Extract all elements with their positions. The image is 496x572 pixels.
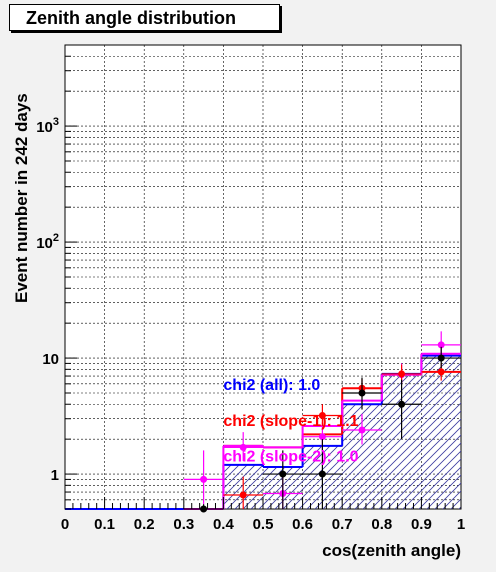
y-tick-label: 1 <box>51 467 59 484</box>
data-point <box>318 433 326 441</box>
x-tick-label: 0.9 <box>411 516 432 533</box>
hist-fill-all <box>65 355 461 509</box>
axes: 0 0.1 0.2 0.3 0.4 0.5 0.6 0.7 0.8 0.9 1 1 10 102 103 <box>36 44 465 533</box>
x-tick-label: 0.7 <box>332 516 353 533</box>
y-tick-label: 10 <box>42 351 59 368</box>
data-point <box>398 370 406 378</box>
data-point <box>318 470 326 478</box>
x-tick-label: 0.2 <box>134 516 155 533</box>
x-tick-label: 0.3 <box>173 516 194 533</box>
data-point <box>279 470 287 478</box>
data-point <box>318 411 326 419</box>
chi2-annotation: chi2 (slope-2): 1.0 <box>223 449 358 466</box>
data-point <box>200 475 208 483</box>
x-tick-label: 0.5 <box>253 516 274 533</box>
y-axis-label: Event number in 242 days <box>12 93 31 303</box>
data-point <box>358 426 366 434</box>
chi2-annotation: chi2 (slope-1): 1.1 <box>223 413 358 430</box>
data-point <box>437 354 445 362</box>
data-point <box>239 443 247 451</box>
data-point <box>358 389 366 397</box>
x-tick-label: 0.6 <box>292 516 313 533</box>
data-point <box>437 341 445 349</box>
chi2-annotation: chi2 (all): 1.0 <box>223 377 320 394</box>
x-tick-label: 0.4 <box>213 516 235 533</box>
chart-title-box: Zenith angle distribution <box>9 4 280 31</box>
data-point <box>437 368 445 376</box>
grid-lines <box>65 44 461 510</box>
x-tick-label: 0.8 <box>371 516 392 533</box>
annotations: chi2 (all): 1.0 chi2 (slope-1): 1.1 chi2 (… <box>223 377 358 466</box>
data-point <box>239 491 247 499</box>
y-tick-label: 103 <box>36 116 59 136</box>
data-point <box>398 400 406 408</box>
x-tick-label: 1 <box>457 516 465 533</box>
x-tick-label: 0 <box>61 516 69 533</box>
data-points <box>183 331 461 513</box>
x-axis-label: cos(zenith angle) <box>322 541 461 560</box>
x-tick-label: 0.1 <box>94 516 115 533</box>
chart-title: Zenith angle distribution <box>26 8 236 28</box>
y-tick-label: 102 <box>36 232 59 252</box>
data-point <box>200 505 208 513</box>
